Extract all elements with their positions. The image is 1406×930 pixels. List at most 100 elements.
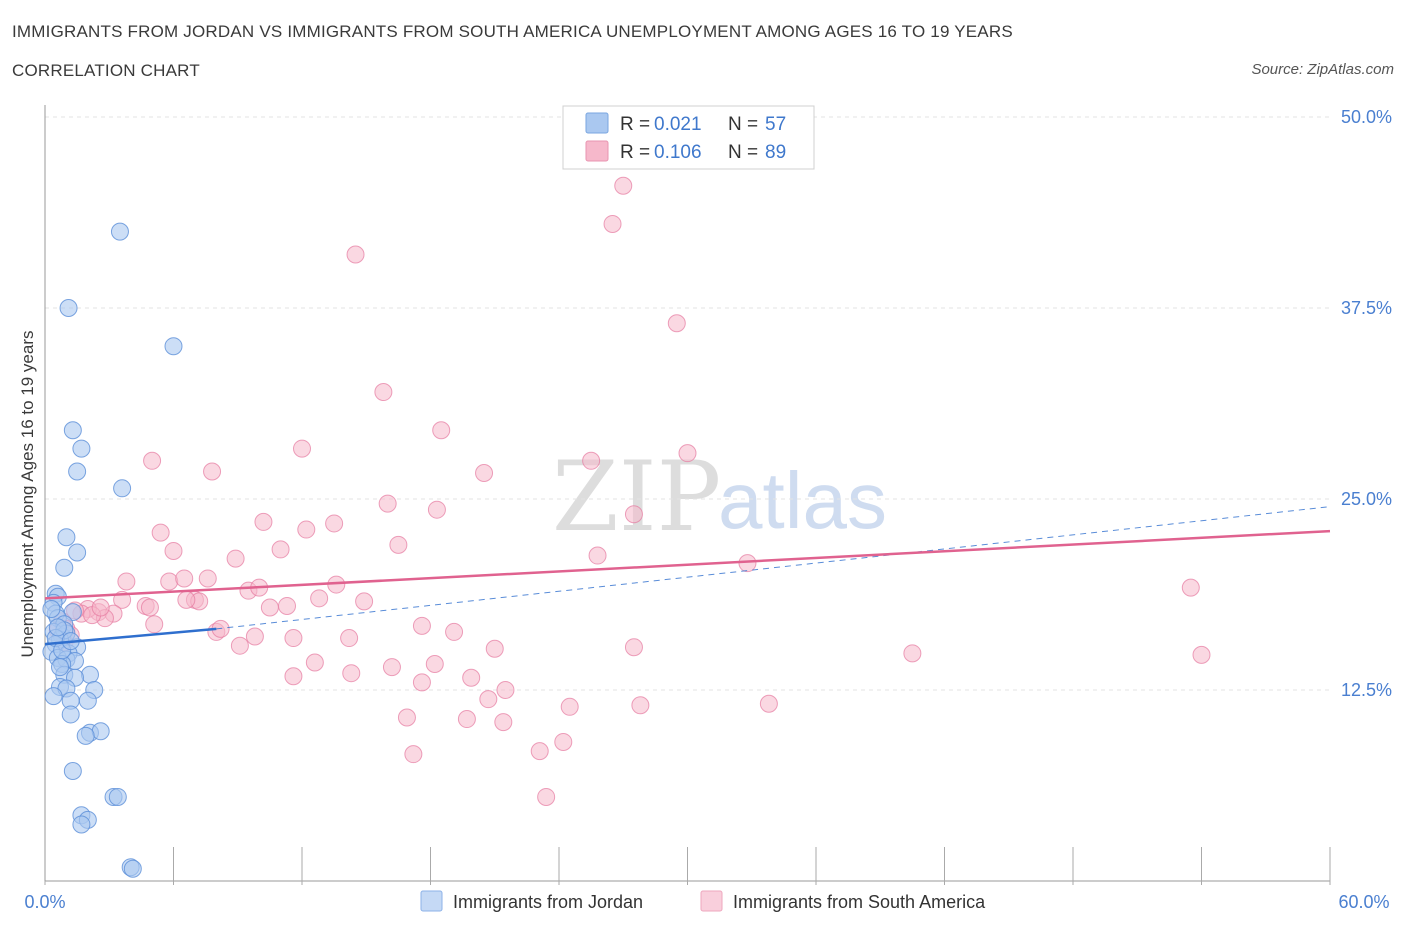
south-america-point [496, 681, 515, 699]
south-america-point [1192, 645, 1211, 664]
bottom-legend-swatch-south-america [700, 890, 723, 912]
south-america-point [412, 616, 431, 635]
jordan-point [44, 687, 63, 706]
jordan-point [78, 691, 97, 710]
south-america-point [278, 596, 297, 615]
jordan-point [42, 600, 61, 619]
x-ticks [44, 847, 1331, 885]
south-america-point [678, 444, 697, 463]
south-america-point [175, 569, 194, 588]
south-america-point [494, 713, 513, 732]
bottom-legend-swatch-jordan [420, 890, 443, 912]
jordan-point [80, 665, 99, 684]
grid-lines [45, 116, 1330, 691]
south-america-point [588, 546, 607, 565]
jordan-point [110, 222, 129, 241]
south-america-point [254, 512, 273, 531]
south-america-point [346, 245, 365, 264]
south-america-point [91, 598, 110, 617]
south-america-point [759, 694, 778, 713]
jordan-point [63, 421, 82, 440]
south-america-point [297, 520, 316, 539]
south-america-point [355, 592, 374, 611]
south-america-point [260, 598, 279, 617]
south-america-point [457, 710, 476, 729]
watermark-atlas: atlas [718, 456, 887, 545]
x-tick-label-max: 60.0% [1338, 892, 1389, 912]
legend-n-value-south-america: 89 [765, 142, 786, 163]
jordan-point [72, 439, 91, 458]
south-america-point [445, 622, 464, 641]
south-america-point [560, 697, 579, 716]
south-america-point [738, 554, 757, 573]
south-america-point [271, 540, 290, 559]
south-america-point [340, 629, 359, 648]
south-america-point [475, 464, 494, 483]
y-tick-labels: 12.5% 25.0% 37.5% 50.0% [1341, 107, 1392, 700]
south-america-point [310, 589, 329, 608]
south-america-point [485, 639, 504, 658]
y-axis-title: Unemployment Among Ages 16 to 19 years [18, 331, 37, 658]
south-america-point [432, 421, 451, 440]
south-america-point [226, 549, 245, 568]
jordan-point [76, 726, 95, 745]
south-america-point [582, 451, 601, 470]
south-america-point [230, 636, 249, 655]
jordan-point [68, 543, 87, 562]
south-america-point [554, 732, 573, 751]
jordan-point [63, 761, 82, 780]
south-america-point [305, 653, 324, 672]
south-america-point [145, 615, 164, 634]
jordan-point [123, 859, 142, 878]
south-america-point [412, 673, 431, 692]
south-america-point [293, 439, 311, 458]
chart-subtitle: CORRELATION CHART [12, 61, 200, 80]
south-america-point [164, 541, 183, 560]
jordan-point [59, 299, 78, 317]
jordan-point [113, 479, 132, 498]
jordan-point [164, 337, 183, 356]
south-america-point [378, 494, 397, 513]
y-tick-label: 25.0% [1341, 489, 1392, 509]
y-tick-label: 12.5% [1341, 680, 1392, 700]
south-america-point [479, 690, 498, 709]
south-america-point [284, 629, 303, 648]
jordan-point [48, 618, 67, 637]
chart-title: IMMIGRANTS FROM JORDAN VS IMMIGRANTS FRO… [12, 22, 1013, 41]
south-america-point [245, 627, 264, 646]
jordan-point [108, 787, 127, 806]
south-america-point [425, 655, 444, 674]
south-america-point [177, 590, 196, 609]
south-america-point [537, 787, 556, 806]
south-america-point [1181, 578, 1200, 597]
jordan-trend-line [44, 627, 217, 646]
south-america-point [624, 638, 643, 657]
x-tick-label-min: 0.0% [24, 892, 65, 912]
jordan-point [72, 815, 91, 834]
south-america-point [284, 667, 303, 686]
source-label: Source: ZipAtlas.com [1251, 61, 1394, 78]
south-america-trend-line [44, 529, 1331, 600]
legend-r-value-south-america: 0.106 [654, 142, 702, 163]
south-america-point [160, 572, 179, 591]
south-america-point [198, 569, 217, 588]
watermark-zip: ZIP [552, 441, 721, 553]
south-america-point [151, 523, 170, 542]
south-america-point [530, 742, 549, 761]
legend-swatch-jordan [585, 112, 609, 134]
jordan-point [61, 705, 80, 724]
south-america-point [374, 383, 393, 402]
jordan-points [42, 222, 183, 878]
south-america-point [624, 505, 643, 524]
legend-r-value-jordan: 0.021 [654, 114, 702, 135]
south-america-point [631, 696, 650, 715]
legend-n-label-south-america: N = [728, 142, 758, 163]
south-america-point [903, 644, 922, 663]
legend-r-label-south-america: R = [620, 142, 650, 163]
jordan-point [57, 528, 76, 547]
south-america-point [614, 176, 633, 195]
legend-n-label-jordan: N = [728, 114, 758, 135]
jordan-point [91, 722, 110, 741]
y-tick-label: 50.0% [1341, 107, 1392, 127]
